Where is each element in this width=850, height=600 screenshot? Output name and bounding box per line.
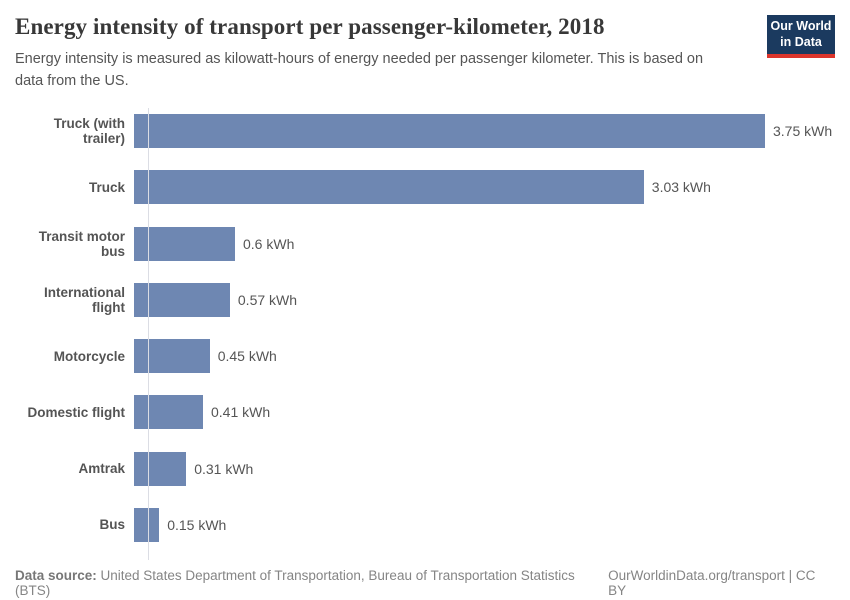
bar-row: Domestic flight 0.41 kWh [15, 384, 835, 440]
value-label: 3.03 kWh [651, 179, 711, 196]
chart-subtitle: Energy intensity is measured as kilowatt… [15, 51, 704, 89]
data-source-label: Data source: [15, 568, 97, 583]
category-label: International flight [43, 284, 125, 315]
bar-row: Transit motor bus 0.6 kWh [15, 216, 835, 272]
bar-track: 3.03 kWh [133, 170, 835, 205]
category-label: Amtrak [78, 461, 125, 477]
category-label: Truck (with trailer) [53, 116, 125, 147]
owid-logo[interactable]: Our World in Data [767, 15, 835, 59]
bar-rows: Truck (with trailer) 3.75 kWh Truck 3.03… [15, 103, 835, 553]
owid-logo-line1: Our World [770, 19, 832, 33]
bar[interactable] [134, 170, 644, 205]
bar-row: Bus 0.15 kWh [15, 497, 835, 553]
bar[interactable] [134, 395, 203, 430]
bar-track: 0.45 kWh [133, 339, 835, 374]
bar-track: 0.57 kWh [133, 282, 835, 317]
category-label: Bus [99, 517, 125, 533]
y-axis-line [148, 108, 149, 560]
bar-row: Truck (with trailer) 3.75 kWh [15, 103, 835, 159]
value-label: 0.6 kWh [243, 235, 295, 252]
bar-row: Amtrak 0.31 kWh [15, 441, 835, 497]
bar-row: International flight 0.57 kWh [15, 272, 835, 328]
bar-track: 0.41 kWh [133, 395, 835, 430]
bar[interactable] [134, 339, 210, 374]
category-label: Domestic flight [27, 404, 125, 420]
value-label: 3.75 kWh [773, 123, 833, 140]
bar[interactable] [134, 507, 160, 542]
bar-track: 3.75 kWh [133, 114, 835, 149]
value-label: 0.45 kWh [217, 348, 277, 365]
chart-title: Energy intensity of transport per passen… [15, 14, 605, 39]
chart-header: Energy intensity of transport per passen… [15, 14, 750, 93]
bar-track: 0.6 kWh [133, 226, 835, 261]
chart-footer: Data source: United States Department of… [15, 568, 835, 598]
bar-chart: Truck (with trailer) 3.75 kWh Truck 3.03… [15, 103, 835, 560]
value-label: 0.57 kWh [237, 291, 298, 308]
data-source-text: United States Department of Transportati… [15, 568, 575, 598]
category-label: Motorcycle [53, 348, 125, 364]
bar[interactable] [134, 226, 235, 261]
data-source-note: Data source: United States Department of… [15, 568, 608, 598]
bar[interactable] [134, 114, 765, 149]
bar-track: 0.31 kWh [133, 451, 835, 486]
bar[interactable] [134, 282, 230, 317]
category-label: Transit motor bus [38, 228, 125, 259]
category-label: Truck [88, 179, 125, 195]
license-credit-link[interactable]: OurWorldinData.org/transport | CC BY [608, 568, 816, 598]
bar-track: 0.15 kWh [133, 507, 835, 542]
value-label: 0.41 kWh [211, 404, 271, 421]
bar-row: Motorcycle 0.45 kWh [15, 328, 835, 384]
value-label: 0.31 kWh [194, 460, 254, 477]
owid-logo-line2: in Data [780, 34, 822, 49]
bar[interactable] [134, 451, 187, 486]
bar-row: Truck 3.03 kWh [15, 159, 835, 215]
value-label: 0.15 kWh [167, 516, 227, 533]
